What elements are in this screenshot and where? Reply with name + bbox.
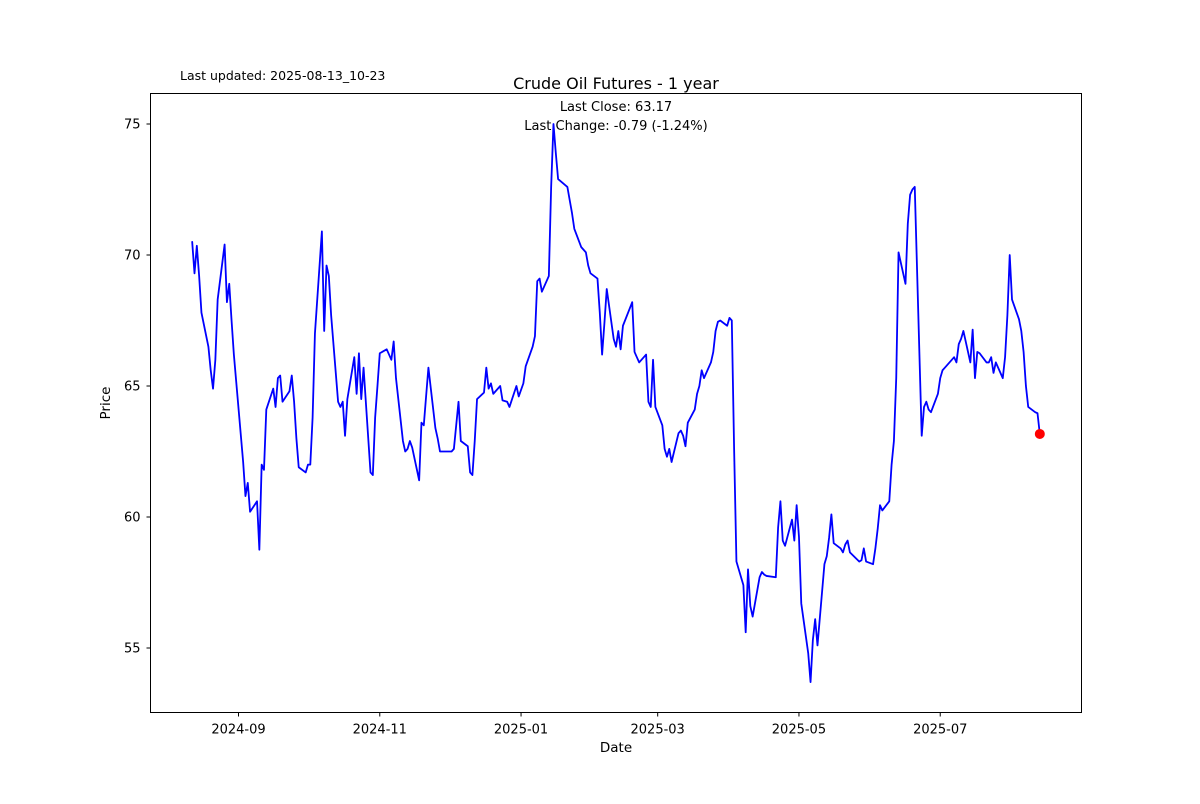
- y-tick-label: 55: [124, 642, 141, 657]
- last-close-annotation: Last Close: 63.17: [560, 100, 672, 115]
- x-axis-label: Date: [600, 740, 632, 756]
- x-tick-label: 2024-11: [353, 723, 407, 738]
- price-line-series: [191, 123, 1045, 683]
- y-tick-label: 60: [124, 511, 141, 526]
- last-change-annotation: Last Change: -0.79 (-1.24%): [524, 119, 707, 134]
- y-tick-label: 75: [124, 118, 141, 133]
- last-updated-text: Last updated: 2025-08-13_10-23: [180, 68, 385, 83]
- x-tick-label: 2024-09: [211, 723, 265, 738]
- chart-title: Crude Oil Futures - 1 year: [513, 74, 719, 93]
- price-line: [191, 123, 1041, 683]
- x-tick-label: 2025-05: [772, 723, 826, 738]
- last-close-marker-dot: [1034, 428, 1045, 439]
- y-axis-label: Price: [98, 387, 114, 420]
- x-tick-label: 2025-07: [913, 723, 967, 738]
- y-axis-ticks: 75 70 65 60 55: [124, 118, 151, 657]
- y-tick-label: 65: [124, 380, 141, 395]
- x-axis-ticks: 2024-09 2024-11 2025-01 2025-03 2025-05 2025-…: [211, 712, 967, 738]
- plot-frame: [150, 93, 1082, 713]
- x-tick-label: 2025-01: [494, 723, 548, 738]
- y-tick-label: 70: [124, 249, 141, 264]
- x-tick-label: 2025-03: [631, 723, 685, 738]
